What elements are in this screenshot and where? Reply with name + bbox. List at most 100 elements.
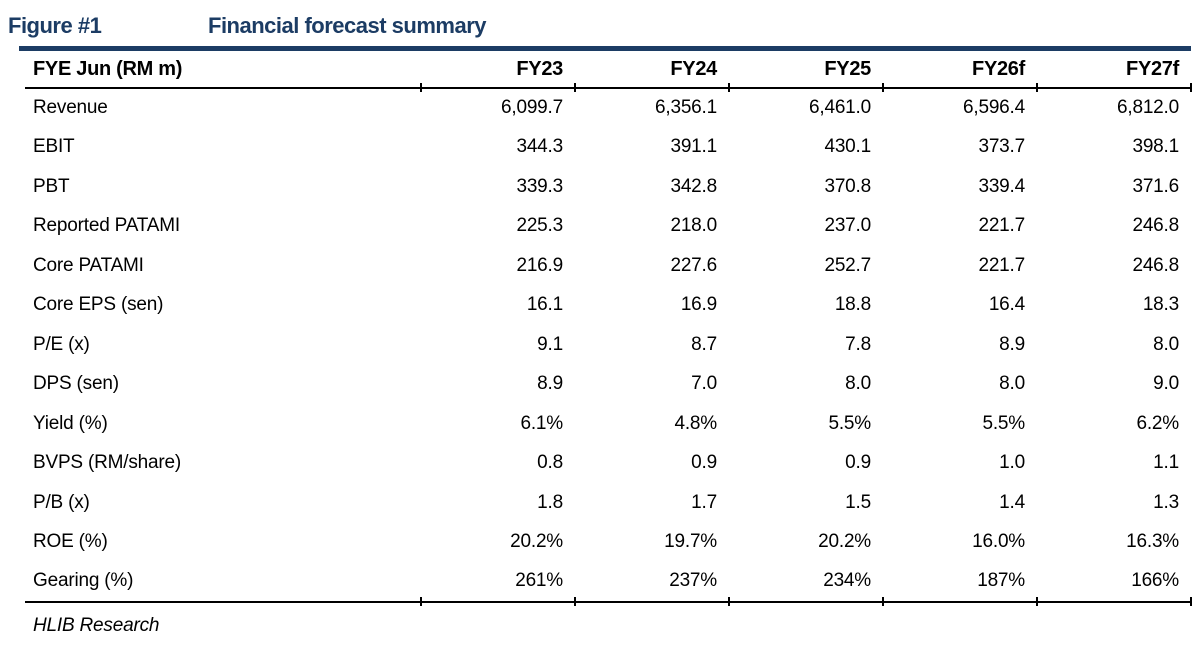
table-row-bvps: BVPS (RM/share) 0.8 0.9 0.9 1.0 1.1 xyxy=(25,444,1191,484)
cell-value: 234% xyxy=(728,562,883,605)
row-label: BVPS (RM/share) xyxy=(33,452,181,474)
cell-value: 8.0 xyxy=(1153,333,1179,355)
cell-value: 221.7 xyxy=(978,215,1025,237)
cell-value: 16.4 xyxy=(988,294,1025,316)
row-label: Core EPS (sen) xyxy=(33,294,164,316)
cell-value: 0.9 xyxy=(691,452,717,474)
table-row-reported-patami: Reported PATAMI 225.3 218.0 237.0 221.7 … xyxy=(25,207,1191,247)
cell-value: 430.1 xyxy=(824,136,871,158)
cell-value: 4.8% xyxy=(674,412,717,434)
header-row: FYE Jun (RM m) FY23 FY24 FY25 FY26f FY27… xyxy=(25,52,1192,92)
row-label: Reported PATAMI xyxy=(33,215,180,237)
cell-value: 6.2% xyxy=(1136,412,1179,434)
column-header-fy27f: FY27f xyxy=(1036,52,1192,92)
cell-value: 0.8 xyxy=(537,452,563,474)
cell-value: 221.7 xyxy=(978,254,1025,276)
cell-value: 19.7% xyxy=(664,531,717,553)
table-row-pe: P/E (x) 9.1 8.7 7.8 8.9 8.0 xyxy=(25,325,1191,365)
cell-value: 339.4 xyxy=(978,175,1025,197)
cell-value: 16.3% xyxy=(1126,531,1179,553)
cell-value: 7.8 xyxy=(845,333,871,355)
cell-value: 6.1% xyxy=(520,412,563,434)
cell-value: 373.7 xyxy=(978,136,1025,158)
table-row-gearing: Gearing (%) 261% 237% 234% 187% 166% xyxy=(25,562,1192,605)
cell-value: 16.1 xyxy=(526,294,563,316)
cell-value: 246.8 xyxy=(1132,215,1179,237)
cell-value: 1.7 xyxy=(691,491,717,513)
table-row-pbt: PBT 339.3 342.8 370.8 339.4 371.6 xyxy=(25,167,1191,207)
cell-value: 1.3 xyxy=(1153,491,1179,513)
cell-value: 8.0 xyxy=(999,373,1025,395)
cell-value: 8.7 xyxy=(691,333,717,355)
cell-value: 261% xyxy=(420,562,575,605)
table-row-pb: P/B (x) 1.8 1.7 1.5 1.4 1.3 xyxy=(25,483,1191,523)
cell-value: 370.8 xyxy=(824,175,871,197)
figure-caption: Figure #1 Financial forecast summary xyxy=(8,13,487,39)
table-row-core-patami: Core PATAMI 216.9 227.6 252.7 221.7 246.… xyxy=(25,246,1191,286)
caption-divider-rule xyxy=(19,46,1191,51)
row-label: P/E (x) xyxy=(33,333,90,355)
table-row-roe: ROE (%) 20.2% 19.7% 20.2% 16.0% 16.3% xyxy=(25,523,1191,563)
cell-value: 166% xyxy=(1036,562,1192,605)
cell-value: 391.1 xyxy=(670,136,717,158)
cell-value: 371.6 xyxy=(1132,175,1179,197)
row-label: EBIT xyxy=(33,136,75,158)
cell-value: 398.1 xyxy=(1132,136,1179,158)
cell-value: 20.2% xyxy=(510,531,563,553)
cell-value: 237% xyxy=(574,562,729,605)
cell-value: 187% xyxy=(882,562,1037,605)
row-label: Revenue xyxy=(33,97,108,119)
cell-value: 5.5% xyxy=(982,412,1025,434)
row-label: ROE (%) xyxy=(33,531,108,553)
cell-value: 225.3 xyxy=(516,215,563,237)
cell-value: 20.2% xyxy=(818,531,871,553)
cell-value: 6,812.0 xyxy=(1117,97,1179,119)
row-label: PBT xyxy=(33,175,70,197)
column-header-fy26f: FY26f xyxy=(882,52,1037,92)
cell-value: 1.1 xyxy=(1153,452,1179,474)
source-note: HLIB Research xyxy=(33,615,160,636)
cell-value: 8.0 xyxy=(845,373,871,395)
table-row-core-eps: Core EPS (sen) 16.1 16.9 18.8 16.4 18.3 xyxy=(25,286,1191,326)
cell-value: 227.6 xyxy=(670,254,717,276)
table-row-ebit: EBIT 344.3 391.1 430.1 373.7 398.1 xyxy=(25,128,1191,168)
cell-value: 6,596.4 xyxy=(963,97,1025,119)
cell-value: 218.0 xyxy=(670,215,717,237)
forecast-table-container: FYE Jun (RM m) FY23 FY24 FY25 FY26f FY27… xyxy=(25,52,1192,605)
cell-value: 8.9 xyxy=(537,373,563,395)
cell-value: 9.1 xyxy=(537,333,563,355)
row-label: DPS (sen) xyxy=(33,373,119,395)
cell-value: 339.3 xyxy=(516,175,563,197)
cell-value: 342.8 xyxy=(670,175,717,197)
cell-value: 1.8 xyxy=(537,491,563,513)
cell-value: 237.0 xyxy=(824,215,871,237)
row-label: Core PATAMI xyxy=(33,254,144,276)
cell-value: 6,461.0 xyxy=(809,97,871,119)
cell-value: 18.3 xyxy=(1142,294,1179,316)
cell-value: 216.9 xyxy=(516,254,563,276)
cell-value: 1.4 xyxy=(999,491,1025,513)
cell-value: 1.5 xyxy=(845,491,871,513)
row-label: Yield (%) xyxy=(33,412,108,434)
figure-number: Figure #1 xyxy=(8,13,102,38)
column-header-fy25: FY25 xyxy=(728,52,883,92)
cell-value: 8.9 xyxy=(999,333,1025,355)
table-row-revenue: Revenue 6,099.7 6,356.1 6,461.0 6,596.4 … xyxy=(25,88,1191,128)
cell-value: 7.0 xyxy=(691,373,717,395)
cell-value: 16.9 xyxy=(680,294,717,316)
table-row-dps: DPS (sen) 8.9 7.0 8.0 8.0 9.0 xyxy=(25,365,1191,405)
table-row-yield: Yield (%) 6.1% 4.8% 5.5% 5.5% 6.2% xyxy=(25,404,1191,444)
cell-value: 18.8 xyxy=(834,294,871,316)
cell-value: 344.3 xyxy=(516,136,563,158)
row-label: P/B (x) xyxy=(33,491,90,513)
figure-title: Financial forecast summary xyxy=(208,13,487,38)
cell-value: 16.0% xyxy=(972,531,1025,553)
cell-value: 0.9 xyxy=(845,452,871,474)
row-label: Gearing (%) xyxy=(25,562,421,603)
cell-value: 6,356.1 xyxy=(655,97,717,119)
cell-value: 6,099.7 xyxy=(501,97,563,119)
cell-value: 9.0 xyxy=(1153,373,1179,395)
column-header-metric: FYE Jun (RM m) xyxy=(25,52,421,89)
cell-value: 252.7 xyxy=(824,254,871,276)
